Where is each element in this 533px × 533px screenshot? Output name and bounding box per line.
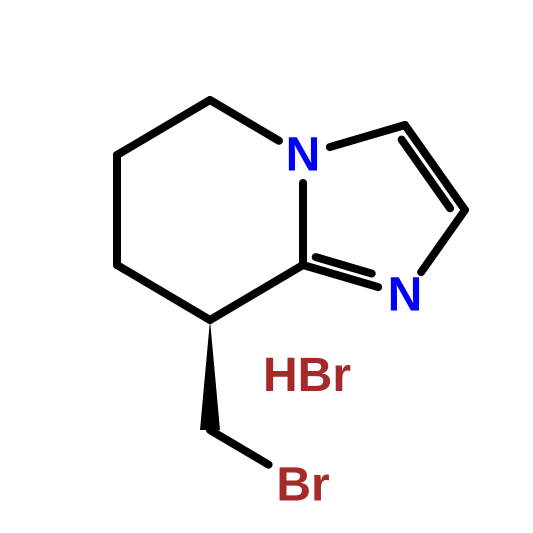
atom-label-n: N <box>388 269 423 322</box>
atom-label-n: N <box>286 129 321 182</box>
atom-label-hbr: HBr <box>263 349 351 402</box>
bond-line <box>210 430 269 465</box>
bond-line <box>421 210 465 272</box>
atom-label-br: Br <box>276 459 329 512</box>
bond-line <box>117 265 210 320</box>
bond-line <box>210 265 303 320</box>
bond-line <box>117 100 210 155</box>
bond-line <box>405 125 465 210</box>
molecule-diagram: N N Br HBr <box>0 0 533 533</box>
bond-line <box>330 125 405 147</box>
bond-line <box>210 100 279 141</box>
bond-wedge <box>200 320 220 430</box>
